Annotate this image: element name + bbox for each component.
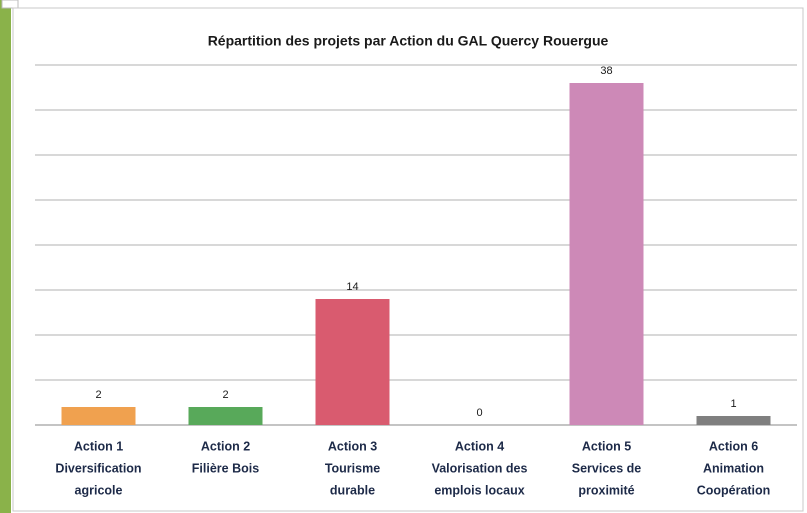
bar	[569, 83, 644, 425]
bar	[696, 416, 771, 425]
x-tick-label: Action 3	[328, 439, 377, 453]
x-tick-label: agricole	[75, 483, 123, 497]
value-label: 1	[730, 398, 736, 410]
x-tick-label: Diversification	[55, 461, 141, 475]
left-border	[0, 0, 11, 513]
bar	[61, 407, 136, 425]
value-label: 38	[600, 65, 612, 77]
x-tick-label: Filière Bois	[192, 461, 259, 475]
value-label: 2	[222, 389, 228, 401]
corner-box	[1, 0, 19, 9]
x-tick-label: Action 4	[455, 439, 504, 453]
x-tick-label: emplois locaux	[434, 483, 524, 497]
bar	[188, 407, 263, 425]
x-tick-label: Coopération	[697, 483, 771, 497]
x-tick-label: Action 5	[582, 439, 631, 453]
x-tick-label: Valorisation des	[432, 461, 528, 475]
x-tick-label: Action 6	[709, 439, 758, 453]
x-tick-label: proximité	[578, 483, 634, 497]
value-label: 0	[476, 407, 482, 419]
x-tick-label: Action 1	[74, 439, 123, 453]
chart-frame	[12, 7, 804, 512]
value-label: 14	[346, 281, 358, 293]
value-label: 2	[95, 389, 101, 401]
x-tick-label: Tourisme	[325, 461, 380, 475]
x-tick-label: durable	[330, 483, 375, 497]
bar	[315, 299, 390, 425]
x-tick-label: Services de	[572, 461, 642, 475]
chart-title: Répartition des projets par Action du GA…	[208, 33, 609, 49]
x-tick-label: Animation	[703, 461, 764, 475]
x-tick-label: Action 2	[201, 439, 250, 453]
